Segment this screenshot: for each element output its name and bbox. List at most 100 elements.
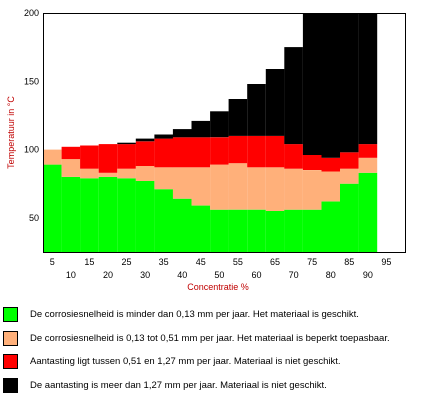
x-tick-label: 30 xyxy=(140,270,150,280)
bar-segment-85-3 xyxy=(340,13,359,153)
y-axis-label: Temperatuur in °C xyxy=(6,96,16,169)
bar-segment-75-3 xyxy=(302,13,322,155)
bar-segment-70-0 xyxy=(284,209,303,252)
x-tick-label: 10 xyxy=(66,270,76,280)
bar-segment-20-0 xyxy=(98,176,118,252)
x-tick-label: 20 xyxy=(103,270,113,280)
bar-segment-75-0 xyxy=(302,209,322,252)
bar-segment-35-2 xyxy=(154,138,173,168)
legend-swatch-black xyxy=(3,378,18,393)
x-tick-label: 25 xyxy=(122,257,132,267)
bar-segment-35-0 xyxy=(154,189,173,252)
bar-segment-35-3 xyxy=(154,134,173,139)
bar-segment-30-3 xyxy=(135,138,155,142)
bar-segment-85-2 xyxy=(340,152,359,169)
bar-segment-70-2 xyxy=(284,144,303,169)
bar-segment-50-1 xyxy=(210,164,229,210)
x-tick-label: 65 xyxy=(270,257,280,267)
bar-segment-15-1 xyxy=(80,168,99,179)
bar-segment-40-1 xyxy=(172,167,192,199)
x-tick-label: 60 xyxy=(251,270,261,280)
x-tick-label: 5 xyxy=(50,257,55,267)
bar-segment-90-1 xyxy=(358,157,378,173)
bar-segment-50-0 xyxy=(210,209,229,252)
bar-segment-90-0 xyxy=(358,172,378,252)
bar-segment-80-0 xyxy=(321,201,341,252)
bar-segment-55-1 xyxy=(228,163,248,210)
bar-segment-20-1 xyxy=(98,172,118,177)
bar-segment-80-1 xyxy=(321,171,341,202)
bar-segment-30-0 xyxy=(135,181,155,252)
bar-segment-45-2 xyxy=(191,137,211,168)
bar-segment-15-2 xyxy=(80,145,99,169)
bar-segment-5-0 xyxy=(43,164,62,252)
bar-segment-80-2 xyxy=(321,157,341,172)
bar-segment-25-0 xyxy=(117,178,136,252)
x-tick-label: 80 xyxy=(326,270,336,280)
bar-segment-40-3 xyxy=(172,129,192,138)
bar-segment-30-2 xyxy=(135,141,155,166)
x-tick-label: 40 xyxy=(177,270,187,280)
bar-segment-90-2 xyxy=(358,144,378,158)
legend-label-red: Aantasting ligt tussen 0,51 en 1,27 mm p… xyxy=(30,356,341,367)
bar-segment-60-2 xyxy=(247,135,266,168)
legend-swatch-green xyxy=(3,307,18,322)
bar-segment-55-3 xyxy=(228,99,248,136)
bar-segment-45-0 xyxy=(191,205,211,252)
y-tick-label: 50 xyxy=(29,213,39,223)
x-tick-label: 95 xyxy=(381,257,391,267)
x-tick-label: 45 xyxy=(196,257,206,267)
bar-segment-5-1 xyxy=(43,149,62,165)
x-tick-label: 35 xyxy=(159,257,169,267)
legend-label-green: De corrosiesnelheid is minder dan 0,13 m… xyxy=(30,309,359,320)
bar-segment-70-1 xyxy=(284,168,303,210)
x-tick-label: 70 xyxy=(289,270,299,280)
bar-segment-45-3 xyxy=(191,120,211,138)
bar-segment-70-3 xyxy=(284,47,303,145)
y-tick-label: 100 xyxy=(24,145,39,155)
bar-segment-60-0 xyxy=(247,209,266,252)
bar-segment-20-2 xyxy=(98,144,118,173)
bar-segment-55-2 xyxy=(228,135,248,164)
bar-segment-25-2 xyxy=(117,144,136,169)
x-tick-label: 55 xyxy=(233,257,243,267)
x-tick-label: 90 xyxy=(363,270,373,280)
x-tick-label: 85 xyxy=(344,257,354,267)
bar-segment-55-0 xyxy=(228,209,248,252)
bar-segment-50-3 xyxy=(210,111,229,138)
bar-segment-25-1 xyxy=(117,168,136,179)
bar-segment-85-1 xyxy=(340,168,359,184)
bars-group xyxy=(43,13,378,252)
x-tick-label: 50 xyxy=(214,270,224,280)
bar-segment-10-0 xyxy=(61,176,81,252)
bar-segment-45-1 xyxy=(191,167,211,206)
chart: 50 100 150 200 5 10 15 20 25 30 35 40 45 50 55 60 65 70 7… xyxy=(6,8,406,292)
legend-label-orange: De corrosiesnelheid is 0,13 tot 0,51 mm … xyxy=(30,333,390,344)
bar-segment-75-1 xyxy=(302,170,322,210)
bar-segment-60-3 xyxy=(247,84,266,136)
bar-segment-65-0 xyxy=(265,211,285,252)
bar-segment-30-1 xyxy=(135,166,155,181)
bar-segment-65-2 xyxy=(265,135,285,168)
y-tick-label: 150 xyxy=(24,76,39,86)
bar-segment-75-2 xyxy=(302,155,322,170)
bar-segment-10-1 xyxy=(61,159,81,177)
bar-segment-10-2 xyxy=(61,146,81,160)
legend-swatch-orange xyxy=(3,331,18,346)
x-ticks: 5 10 15 20 25 30 35 40 45 50 55 60 65 70 75 80 85 90 95 xyxy=(50,257,392,280)
bar-segment-80-3 xyxy=(321,13,341,158)
x-axis-label: Concentratie % xyxy=(187,282,249,292)
x-tick-label: 75 xyxy=(307,257,317,267)
y-ticks: 50 100 150 200 xyxy=(24,8,39,223)
bar-segment-65-3 xyxy=(265,69,285,136)
x-tick-label: 15 xyxy=(84,257,94,267)
y-tick-label: 200 xyxy=(24,8,39,18)
bar-segment-60-1 xyxy=(247,167,266,210)
bar-segment-40-2 xyxy=(172,137,192,168)
plot-frame xyxy=(43,13,406,253)
bar-segment-40-0 xyxy=(172,198,192,252)
legend-label-black: De aantasting is meer dan 1,27 mm per ja… xyxy=(30,380,327,391)
bar-segment-50-2 xyxy=(210,137,229,165)
bar-segment-25-3 xyxy=(117,142,136,145)
bar-segment-15-0 xyxy=(80,178,99,252)
